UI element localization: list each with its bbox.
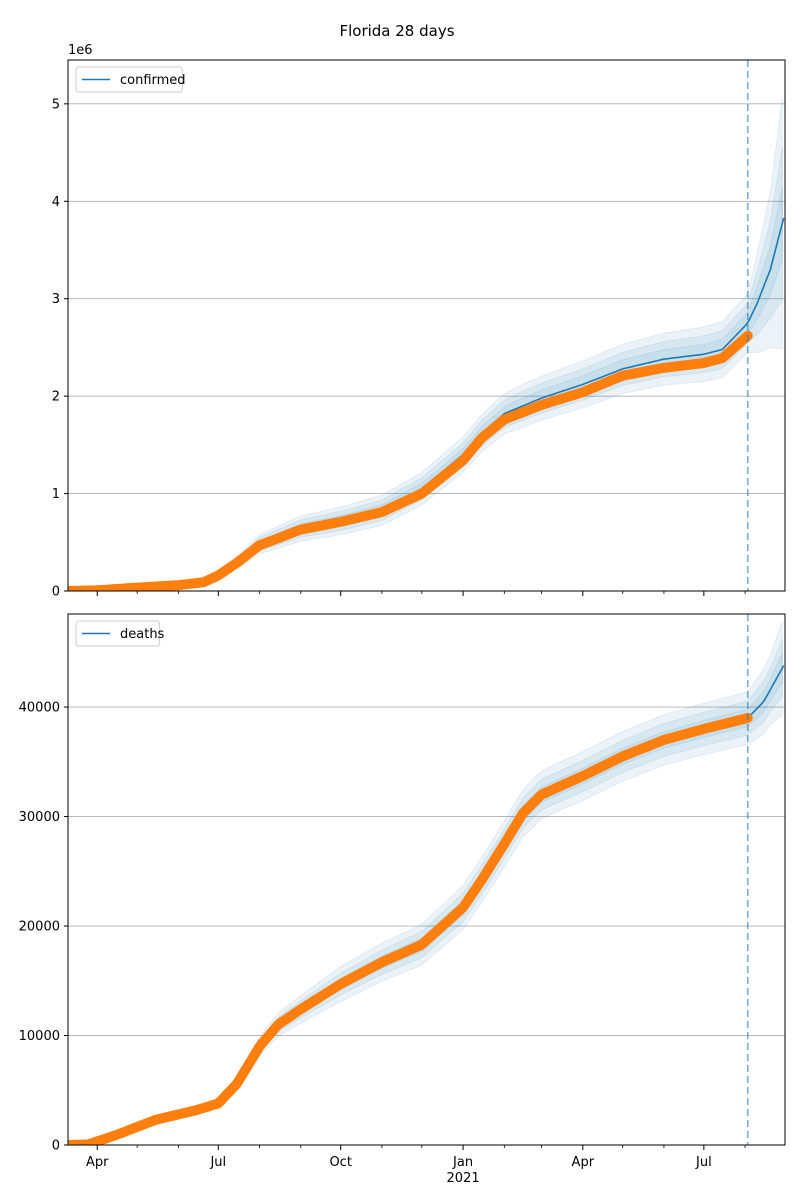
uncertainty-band [68,186,783,591]
x-tick-label: Jul [209,1155,226,1170]
legend-label: confirmed [120,73,186,88]
y-tick-label: 3 [52,292,60,307]
legend-box [75,66,183,93]
uncertainty-band [68,621,783,1145]
x-tick-label: Apr [86,1155,109,1170]
x-year-label: 2021 [447,1171,480,1186]
y-tick-label: 40000 [19,701,60,716]
x-tick-label: Jul [695,1155,712,1170]
figure-title: Florida 28 days [339,22,454,40]
y-offset-label: 1e6 [68,43,93,58]
panel-deaths: 0 10000 20000 30000 40000 Apr Jul Oct Jan Apr Jul 2… [19,613,786,1186]
panel-confirmed: 0 1 2 3 4 5 1e6 confirmed [52,43,786,600]
plot-area [68,60,785,591]
axes-frame [67,613,786,1146]
plot-area [68,614,785,1145]
legend-box [75,620,161,647]
x-tick-label: Apr [572,1155,595,1170]
y-tick-label: 20000 [19,920,60,935]
x-tick-label: Oct [329,1155,351,1170]
legend: deaths [75,620,165,647]
fit-series-line [68,217,785,591]
y-tick-label: 4 [52,195,60,210]
y-tick-label: 30000 [19,810,60,825]
y-tick-label: 5 [52,97,60,112]
y-tick-label: 10000 [19,1029,60,1044]
x-tick-label: Jan [452,1155,473,1170]
y-tick-label: 2 [52,390,60,405]
legend: confirmed [75,66,186,93]
y-tick-label: 0 [52,1139,60,1154]
y-tick-label: 1 [52,487,60,502]
y-tick-label: 0 [52,585,60,600]
legend-label: deaths [120,627,165,642]
axes-frame [67,59,786,592]
